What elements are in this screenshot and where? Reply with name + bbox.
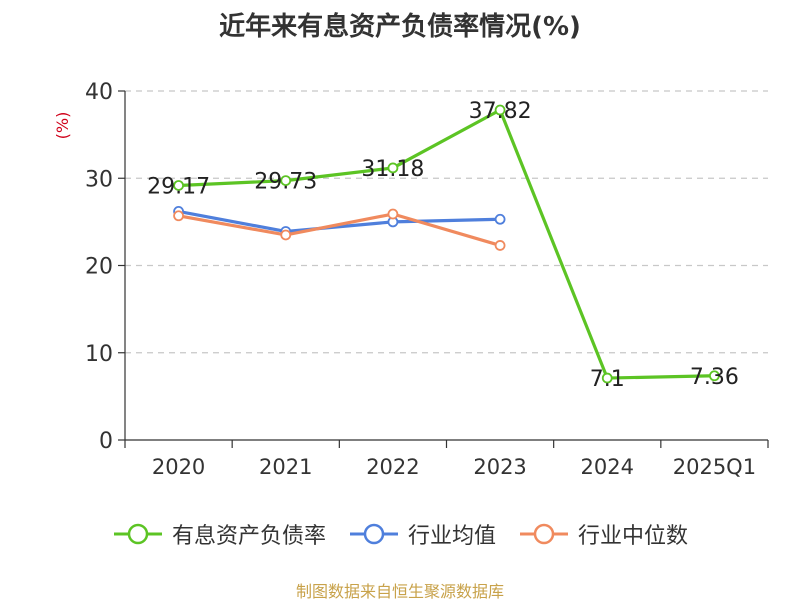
data-point (387, 162, 399, 174)
chart-legend: 有息资产负债率 行业均值 行业中位数 (0, 518, 800, 550)
data-label: 7.1 (590, 367, 625, 392)
legend-label: 行业均值 (407, 524, 496, 549)
data-point (709, 370, 720, 382)
series-line-1 (178, 209, 501, 234)
legend-line-circle-icon (113, 523, 162, 545)
data-point (280, 175, 292, 187)
legend-item-2[interactable]: 行业中位数 (518, 518, 688, 550)
data-point (494, 240, 506, 251)
data-point (494, 104, 506, 116)
data-source-note: 制图数据来自恒生聚源数据库 (295, 582, 504, 601)
data-label: 7.36 (690, 365, 739, 390)
data-point (173, 180, 184, 191)
y-tick-label: 30 (85, 167, 113, 192)
x-tick-label: 2023 (473, 455, 526, 479)
x-tick-label: 2025Q1 (673, 455, 756, 479)
x-tick-label: 2021 (259, 455, 312, 479)
y-tick-label: 40 (85, 80, 113, 105)
y-tick-label: 20 (85, 255, 113, 280)
y-tick-label: 10 (85, 342, 113, 367)
data-label: 37.82 (469, 99, 532, 124)
x-tick-label: 2020 (152, 455, 205, 479)
legend-item-1[interactable]: 行业均值 (348, 518, 496, 550)
x-tick-label: 2024 (581, 455, 634, 479)
series-line-2 (178, 212, 501, 247)
legend-label: 行业中位数 (578, 524, 689, 549)
legend-item-0[interactable]: 有息资产负债率 (112, 518, 326, 550)
x-tick-label: 2022 (366, 455, 419, 479)
data-label: 31.18 (361, 157, 424, 182)
data-point (494, 213, 506, 225)
data-label: 29.73 (254, 170, 317, 195)
data-point (280, 229, 292, 241)
series-line-0 (178, 108, 715, 380)
y-tick-label: 0 (99, 429, 113, 454)
data-point (173, 210, 184, 222)
data-point (601, 372, 613, 384)
chart-title: 近年来有息资产负债率情况(%) (219, 12, 581, 42)
data-label: 29.17 (147, 174, 210, 199)
y-axis-label: (%) (53, 112, 72, 140)
data-point (387, 208, 399, 220)
legend-line-circle-icon (520, 523, 568, 545)
legend-line-circle-icon (349, 523, 398, 545)
legend-label: 有息资产负债率 (171, 524, 326, 549)
